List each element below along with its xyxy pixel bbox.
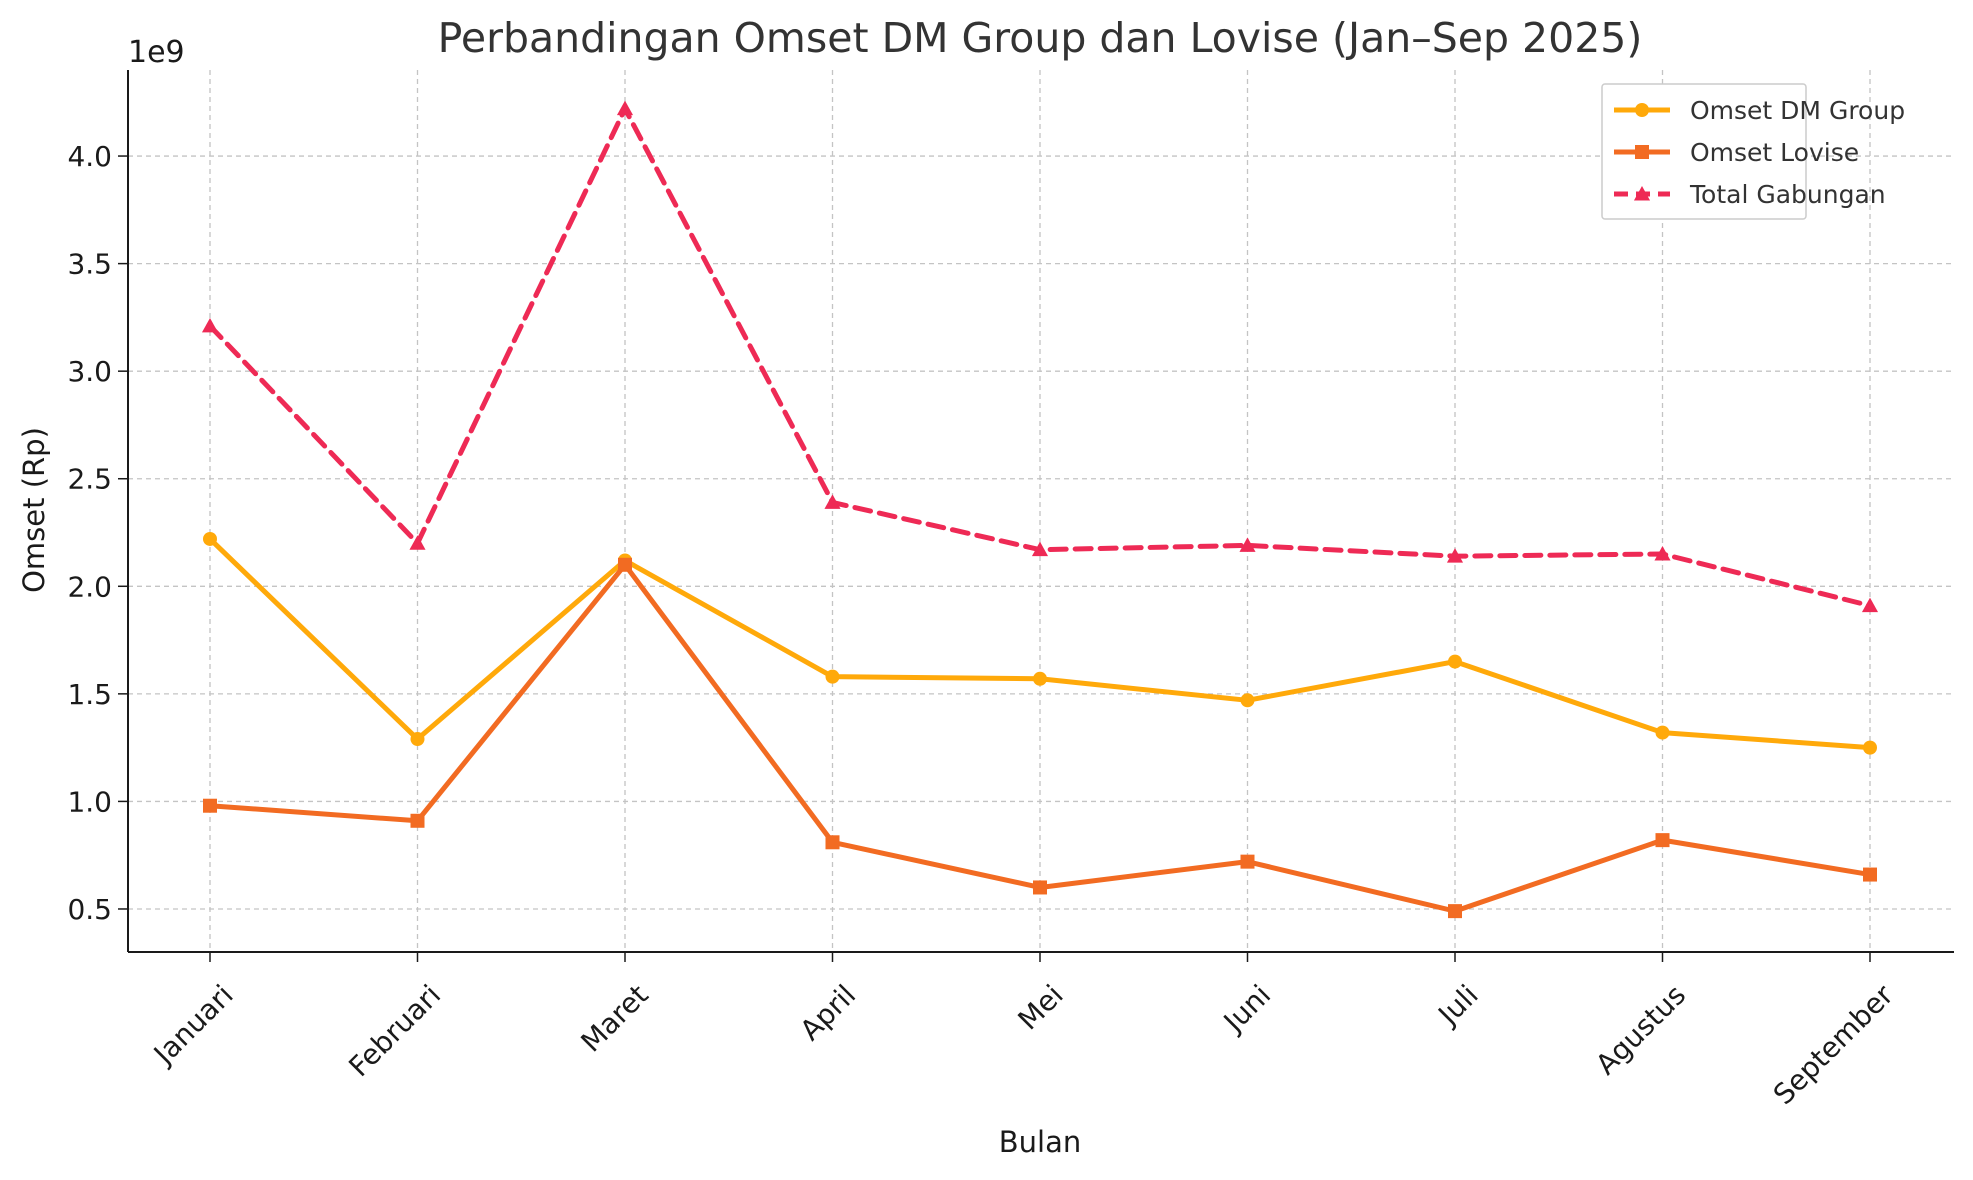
data-point xyxy=(1033,880,1047,895)
x-tick-label: Mei xyxy=(1012,978,1070,1036)
data-point xyxy=(203,531,217,546)
series-total-gabungan xyxy=(201,100,1879,613)
x-tick-label: Maret xyxy=(574,978,654,1058)
legend: Omset DM Group Omset Lovise Total Gabungan xyxy=(1601,83,1905,220)
y-tick-label: 1.0 xyxy=(67,785,112,818)
series-omset-lovise xyxy=(203,557,1877,919)
series-omset-dm-group xyxy=(203,531,1877,755)
legend-marker xyxy=(1635,103,1649,117)
y-axis-label: Omset (Rp) xyxy=(17,427,51,593)
data-point xyxy=(1863,740,1877,755)
data-point xyxy=(1031,541,1049,557)
legend-marker xyxy=(1635,145,1649,159)
data-point xyxy=(1448,654,1462,669)
y-tick-label: 2.0 xyxy=(67,570,112,603)
data-point xyxy=(1654,545,1671,561)
data-point xyxy=(1863,867,1877,882)
x-tick-label: April xyxy=(794,978,863,1047)
x-axis-label: Bulan xyxy=(999,1125,1081,1159)
legend-label: Total Gabungan xyxy=(1689,180,1886,209)
data-point xyxy=(1655,833,1670,848)
data-point xyxy=(201,317,219,333)
y-ticks: 0.5 1.0 1.5 2.0 2.5 3.0 3.5 4.0 xyxy=(67,140,128,926)
x-tick-label: Januari xyxy=(146,978,240,1072)
data-point xyxy=(618,557,632,572)
data-point xyxy=(825,835,840,850)
data-point xyxy=(1448,904,1462,919)
y-tick-label: 0.5 xyxy=(67,893,112,926)
data-point xyxy=(409,535,426,550)
data-point xyxy=(410,732,425,747)
y-tick-label: 1.5 xyxy=(67,678,112,711)
legend-label: Omset Lovise xyxy=(1690,138,1859,167)
data-point xyxy=(1240,693,1255,708)
chart-title: Perbandingan Omset DM Group dan Lovise (… xyxy=(438,14,1643,62)
data-point xyxy=(1239,537,1256,552)
data-point xyxy=(1446,548,1464,563)
data-point xyxy=(203,798,217,813)
y-tick-label: 4.0 xyxy=(67,140,112,173)
data-point xyxy=(824,494,841,509)
legend-marker xyxy=(1633,185,1651,201)
series xyxy=(201,100,1879,919)
x-tick-label: September xyxy=(1767,978,1900,1111)
y-tick-label: 3.0 xyxy=(67,355,112,388)
legend-box xyxy=(1601,83,1807,220)
y-tick-label: 3.5 xyxy=(67,248,112,281)
axes xyxy=(127,70,1954,953)
data-point xyxy=(616,100,634,116)
x-tick-label: Juni xyxy=(1216,978,1277,1039)
data-point xyxy=(825,669,840,684)
x-tick-label: Februari xyxy=(342,978,447,1083)
x-tick-label: Agustus xyxy=(1589,978,1692,1081)
series-line xyxy=(207,536,1873,751)
data-point xyxy=(410,813,425,828)
data-point xyxy=(1033,671,1047,686)
y-tick-label: 2.5 xyxy=(67,463,112,496)
x-tick-label: Juli xyxy=(1431,978,1485,1032)
x-ticks: Januari Februari Maret April Mei Juni Juli Agus… xyxy=(146,952,1900,1111)
data-point xyxy=(1655,725,1670,740)
data-point xyxy=(1240,854,1255,869)
legend-label: Omset DM Group xyxy=(1690,96,1905,125)
data-point xyxy=(1861,597,1879,613)
y-offset-label: 1e9 xyxy=(128,35,185,70)
